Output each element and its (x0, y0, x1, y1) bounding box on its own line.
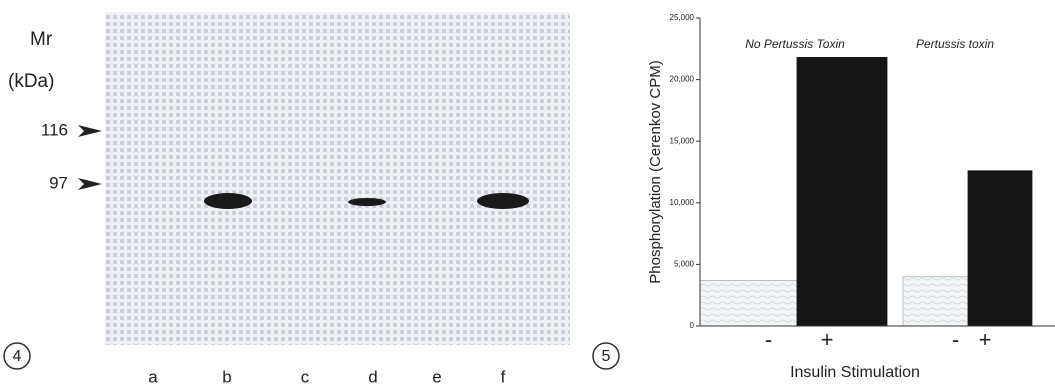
lane-label: f (501, 367, 506, 386)
group-annotation: No Pertussis Toxin (745, 37, 845, 51)
panel-label: 4 (13, 348, 22, 365)
y-tick-label: 25,000 (670, 13, 695, 22)
lane-label: c (301, 367, 310, 386)
marker-arrow (78, 125, 102, 137)
lane-label: d (368, 367, 377, 386)
y-tick-label: 5,000 (674, 260, 695, 269)
y-tick-label: 20,000 (670, 75, 695, 84)
band (477, 193, 529, 209)
marker-label: 116 (41, 120, 68, 139)
bar (797, 57, 887, 326)
x-tick-label: - (952, 327, 959, 352)
blot-membrane (105, 12, 570, 345)
mr-label: Mr (30, 29, 53, 50)
lane-label: e (432, 367, 441, 386)
group-annotation: Pertussis toxin (916, 37, 994, 51)
y-tick-label: 0 (690, 321, 695, 330)
band (348, 198, 386, 206)
y-tick-label: 10,000 (670, 198, 695, 207)
x-tick-label: + (979, 327, 992, 352)
y-tick-label: 15,000 (670, 136, 695, 145)
lane-label: a (148, 367, 158, 386)
lane-label: b (222, 367, 231, 386)
x-tick-label: + (821, 327, 834, 352)
x-tick-label: - (765, 327, 772, 352)
unit-label: (kDa) (8, 71, 54, 92)
panel-label: 5 (602, 348, 611, 365)
y-axis-label: Phosphorylation (Cerenkov CPM) (647, 60, 664, 283)
marker-arrow (78, 178, 102, 190)
x-axis-label: Insulin Stimulation (790, 364, 920, 381)
bar (968, 171, 1032, 326)
bar (700, 280, 797, 326)
marker-label: 97 (49, 173, 68, 192)
band (204, 193, 252, 209)
figure: Mr (kDa) 116 97 4 5 Phosphorylation (Cer… (0, 0, 1055, 387)
bar (903, 277, 968, 326)
